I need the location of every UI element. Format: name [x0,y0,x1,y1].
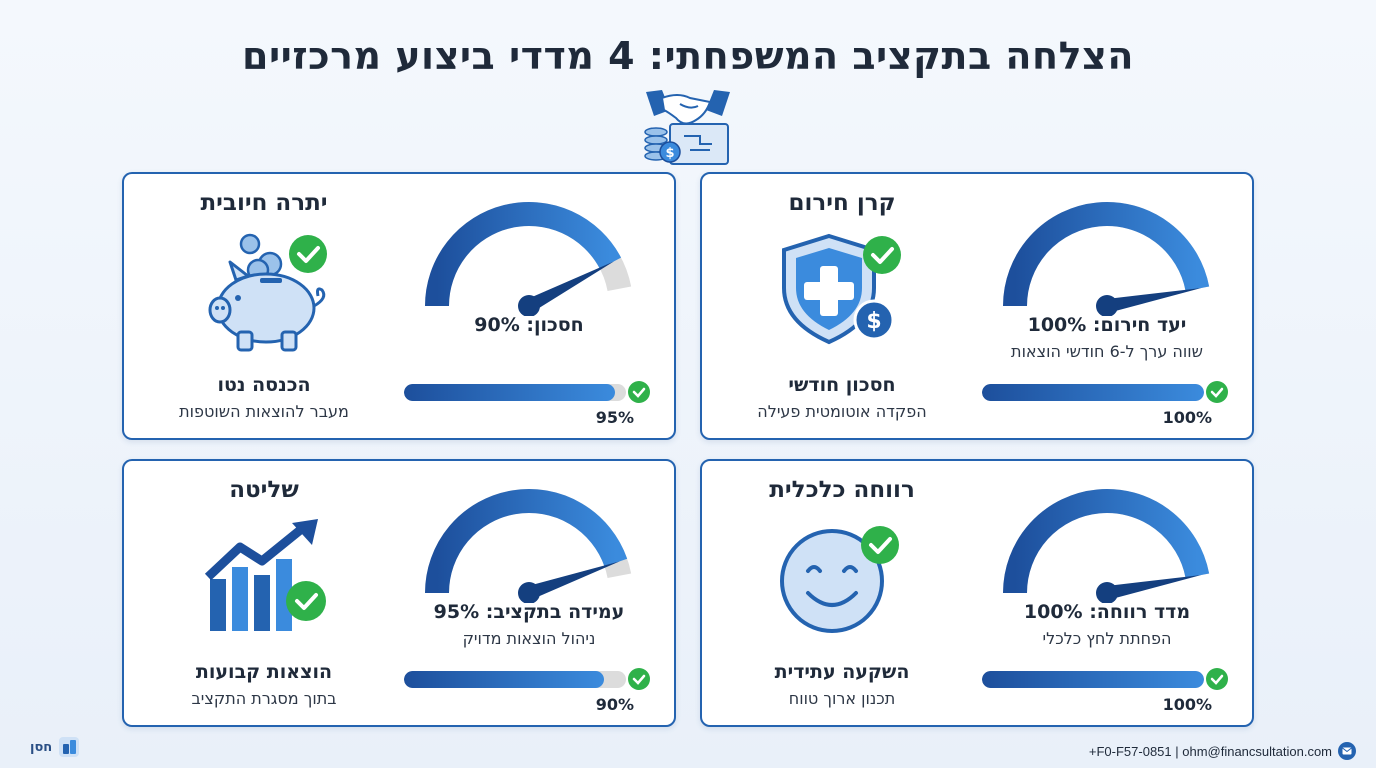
gauge-hub [518,295,540,316]
gauge [425,202,632,316]
sub-desc: בתוך מסגרת התקציב [191,689,337,708]
gauge-label: חסכון: 90% [474,314,584,336]
progress-bar-fill [404,671,604,688]
logo-mark-icon [59,737,80,757]
progress-percent: 100% [1162,408,1212,427]
card-control: שליטה הוצאות קבועות בתוך מסגרת התקציב עמ… [122,459,676,727]
gauge-label: מדד רווחה: 100% [1023,601,1191,623]
gauge-hub [1096,295,1118,316]
card-title: יתרה חיובית [200,190,328,216]
gauge [1003,489,1210,603]
check-icon [1206,668,1228,690]
card-title: רווחה כלכלית [769,477,915,503]
progress-bar-fill [982,671,1204,688]
gauge-desc: הפחתת לחץ כלכלי [1042,629,1172,648]
smiley-face-icon [780,526,899,633]
card-emergency-fund: קרן חירום $ חסכון חודשי הפקדה אוטומטית פ… [700,172,1254,440]
contact-text[interactable]: +F0-F57-0851 | ohm@financsultation.com [1088,743,1332,759]
progress-bar [982,384,1204,401]
gauge-hub [1096,582,1118,603]
progress-percent: 90% [595,695,634,714]
progress-percent: 100% [1162,695,1212,714]
gauge-fill [1003,202,1210,307]
sub-desc: הפקדה אוטומטית פעילה [757,402,927,421]
handshake-coins-plan-icon: $ [644,90,730,165]
gauge-desc: שווה ערך ל-6 חודשי הוצאות [1011,342,1203,361]
progress-bar [404,671,626,688]
sub-title: השקעה עתידית [774,661,910,683]
gauge-fill [425,202,622,307]
sub-title: הכנסה נטו [217,374,311,396]
check-icon [628,381,650,403]
shield-medical-dollar-icon: $ [782,233,901,345]
gauge-fill [425,489,628,594]
footer-logo: חסן [30,736,80,758]
growth-chart-icon [204,519,326,631]
gauge [1003,202,1210,316]
gauge-needle [1105,575,1202,600]
gauge-needle [526,561,620,600]
footer-contact: +F0-F57-0851 | ohm@financsultation.com [1089,742,1356,760]
sub-title: הוצאות קבועות [195,661,333,683]
gauge-needle [525,261,614,313]
check-icon [628,668,650,690]
progress-bar-fill [404,384,615,401]
check-icon [1206,381,1228,403]
mail-icon [1338,742,1356,760]
gauge-hub [518,582,540,603]
svg-text:$: $ [866,309,881,334]
footer-logo-text: חסן [30,739,53,755]
sub-desc: תכנון ארוך טווח [788,689,896,708]
sub-title: חסכון חודשי [788,374,896,396]
gauge-label: עמידה בתקציב: 95% [433,601,625,623]
progress-bar-fill [982,384,1204,401]
gauge-fill [1003,489,1210,594]
gauge-label: יעד חירום: 100% [1027,314,1187,336]
svg-text:$: $ [665,146,674,161]
gauge-needle [1105,288,1202,313]
sub-desc: מעבר להוצאות השוטפות [179,402,349,421]
card-title: שליטה [229,477,299,503]
card-financial-wellbeing: רווחה כלכלית השקעה עתידית תכנון ארוך טוו… [700,459,1254,727]
progress-bar [982,671,1204,688]
card-positive-balance: יתרה חיובית הכנסה נטו מעבר להוצאות השוטפ… [122,172,676,440]
progress-percent: 95% [595,408,634,427]
gauge-desc: ניהול הוצאות מדויק [462,629,596,648]
card-title: קרן חירום [788,190,896,216]
gauge [425,489,632,603]
progress-bar [404,384,626,401]
page-title: הצלחה בתקציב המשפחתי: 4 מדדי ביצוע מרכזי… [242,34,1134,78]
piggy-bank-icon [208,233,327,352]
